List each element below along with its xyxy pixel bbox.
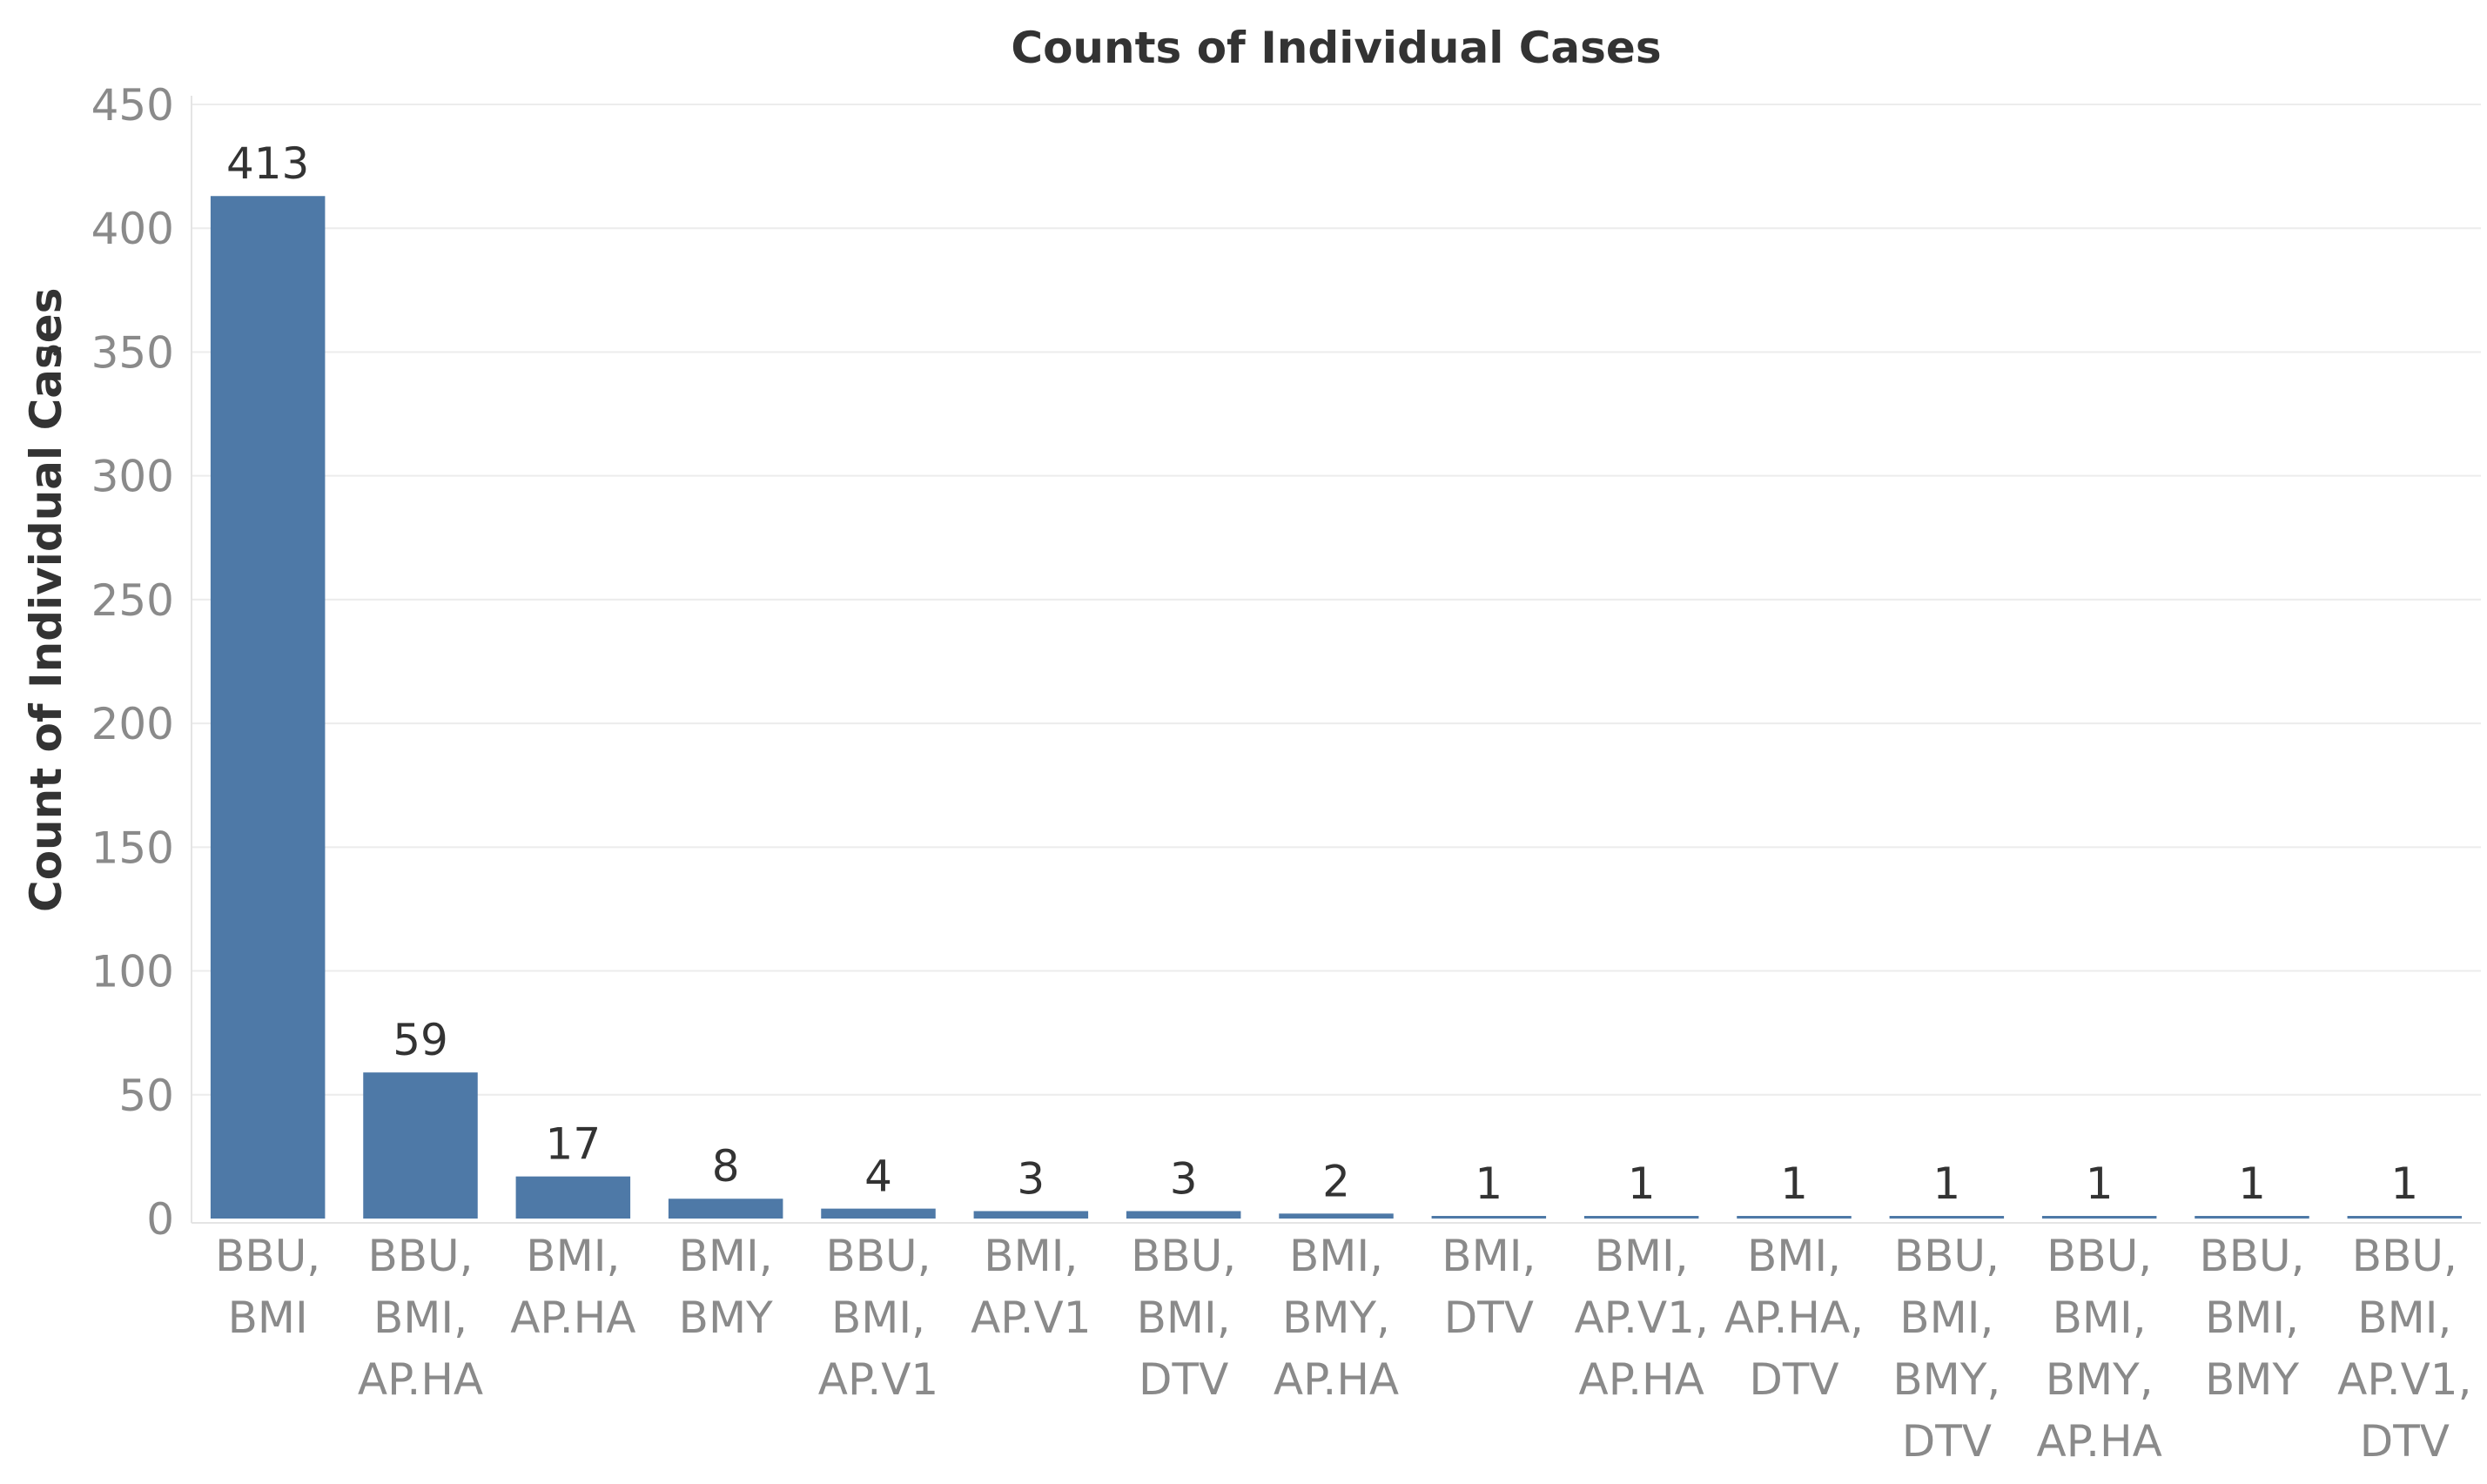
bar[interactable]: [1279, 1213, 1394, 1219]
bar[interactable]: [821, 1208, 936, 1219]
data-label: 59: [393, 1015, 448, 1065]
x-tick-label: BBU, BMI, AP.V1, DTV: [2337, 1231, 2471, 1467]
y-tick-label: 300: [91, 452, 174, 502]
y-tick-label: 0: [146, 1194, 174, 1245]
x-tick-label: BMI, DTV: [1442, 1231, 1536, 1343]
bar[interactable]: [1889, 1216, 2005, 1219]
data-label: 413: [226, 138, 309, 189]
x-tick-label: BBU, BMI, BMY, AP.HA: [2037, 1231, 2162, 1467]
data-label: 8: [712, 1141, 740, 1192]
data-label: 1: [2086, 1158, 2114, 1209]
data-label: 4: [864, 1152, 892, 1202]
bar[interactable]: [210, 196, 326, 1219]
x-tick-label: BMI, AP.HA: [510, 1231, 635, 1343]
y-tick-label: 450: [91, 80, 174, 131]
data-label: 1: [1628, 1158, 1656, 1209]
data-label: 1: [1932, 1158, 1960, 1209]
bar[interactable]: [363, 1072, 478, 1219]
x-tick-label: BMI, BMY, AP.HA: [1274, 1231, 1399, 1405]
data-label: 1: [1780, 1158, 1808, 1209]
y-tick-label: 400: [91, 204, 174, 254]
bar[interactable]: [2195, 1216, 2309, 1219]
chart-title: Counts of Individual Cases: [1011, 23, 1661, 73]
x-tick-label: BMI, AP.V1: [971, 1231, 1091, 1343]
bar[interactable]: [2041, 1216, 2157, 1219]
bar[interactable]: [1126, 1211, 1241, 1219]
y-axis-label: Count of Individual Cases: [21, 288, 71, 912]
data-label: 2: [1322, 1156, 1350, 1206]
bar[interactable]: [1583, 1216, 1699, 1219]
data-label: 1: [2390, 1158, 2418, 1209]
data-label: 1: [1475, 1158, 1502, 1209]
bar[interactable]: [973, 1211, 1089, 1219]
y-tick-label: 50: [118, 1071, 174, 1121]
x-tick-label: BMI, AP.HA, DTV: [1724, 1231, 1864, 1405]
data-labels: 413 59 17 8 4 3 3 2 1 1 1 1 1 1 1: [226, 138, 2418, 1209]
data-label: 17: [546, 1119, 602, 1170]
y-tick-label: 200: [91, 699, 174, 749]
grid-lines: [191, 96, 2481, 1224]
y-tick-label: 150: [91, 823, 174, 873]
bar[interactable]: [2347, 1216, 2463, 1219]
x-tick-label: BBU, BMI: [215, 1231, 320, 1343]
x-tick-label: BBU, BMI, AP.HA: [358, 1231, 483, 1405]
bar[interactable]: [668, 1199, 783, 1219]
data-label: 1: [2238, 1158, 2266, 1209]
y-axis-title: Count of Individual Cases ⇃: [21, 288, 71, 912]
x-tick-label: BBU, BMI, DTV: [1131, 1231, 1236, 1405]
bar[interactable]: [515, 1176, 631, 1219]
bars: [210, 196, 2463, 1219]
bar[interactable]: [1431, 1216, 1547, 1219]
bar[interactable]: [1737, 1216, 1852, 1219]
x-tick-label: BBU, BMI, AP.V1: [818, 1231, 938, 1405]
data-label: 3: [1170, 1153, 1198, 1204]
x-tick-label: BMI, BMY: [679, 1231, 773, 1343]
data-label: 3: [1017, 1153, 1045, 1204]
x-tick-label: BBU, BMI, BMY: [2199, 1231, 2304, 1405]
y-axis-ticks: 0 50 100 150 200 250 300 350 400 450: [91, 80, 174, 1245]
x-tick-label: BMI, AP.V1, AP.HA: [1574, 1231, 1708, 1405]
y-tick-label: 350: [91, 327, 174, 378]
y-tick-label: 100: [91, 947, 174, 997]
y-tick-label: 250: [91, 575, 174, 626]
sort-indicator-icon[interactable]: ⇃: [33, 336, 69, 362]
x-tick-label: BBU, BMI, BMY, DTV: [1892, 1231, 2000, 1467]
